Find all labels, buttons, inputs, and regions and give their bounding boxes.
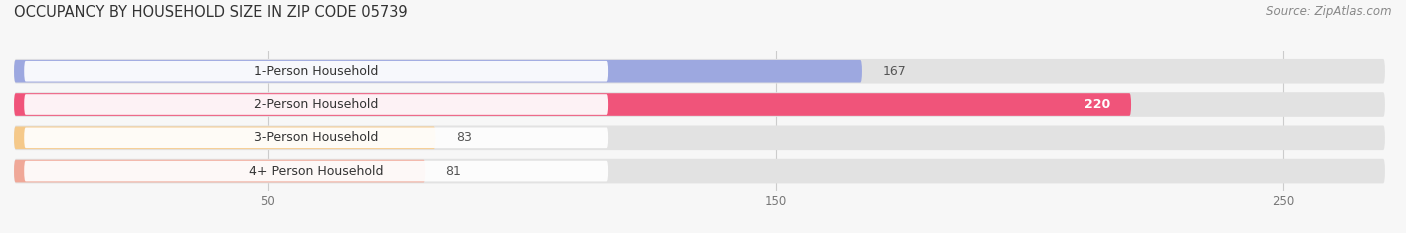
Text: 83: 83 (456, 131, 471, 144)
FancyBboxPatch shape (14, 126, 1385, 150)
FancyBboxPatch shape (24, 127, 609, 148)
FancyBboxPatch shape (24, 94, 609, 115)
FancyBboxPatch shape (14, 160, 426, 182)
FancyBboxPatch shape (14, 159, 1385, 183)
Text: OCCUPANCY BY HOUSEHOLD SIZE IN ZIP CODE 05739: OCCUPANCY BY HOUSEHOLD SIZE IN ZIP CODE … (14, 5, 408, 20)
Text: 3-Person Household: 3-Person Household (254, 131, 378, 144)
Text: 220: 220 (1084, 98, 1111, 111)
FancyBboxPatch shape (24, 161, 609, 182)
Text: 81: 81 (446, 164, 461, 178)
FancyBboxPatch shape (14, 59, 1385, 84)
FancyBboxPatch shape (14, 127, 436, 149)
FancyBboxPatch shape (14, 92, 1385, 117)
Text: 1-Person Household: 1-Person Household (254, 65, 378, 78)
Text: 167: 167 (883, 65, 905, 78)
FancyBboxPatch shape (14, 60, 862, 82)
Text: 2-Person Household: 2-Person Household (254, 98, 378, 111)
FancyBboxPatch shape (24, 61, 609, 82)
Text: 4+ Person Household: 4+ Person Household (249, 164, 384, 178)
Text: Source: ZipAtlas.com: Source: ZipAtlas.com (1267, 5, 1392, 18)
FancyBboxPatch shape (14, 93, 1130, 116)
